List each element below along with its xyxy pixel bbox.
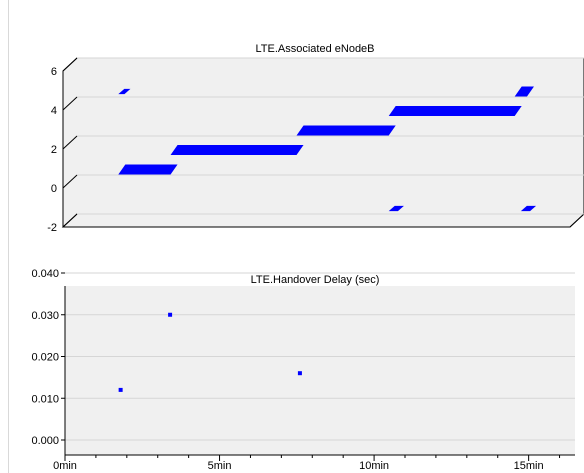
- tick-label: 10min: [359, 460, 389, 472]
- series-marks: [118, 86, 537, 212]
- chart-title: LTE.Associated eNodeB: [255, 43, 374, 55]
- tick-mark: [62, 213, 78, 228]
- tick-label: 2: [51, 144, 57, 156]
- tick-label: 0: [51, 183, 57, 195]
- grid: [65, 272, 575, 441]
- tick-label: 5min: [208, 460, 232, 472]
- tick-mark: [62, 174, 78, 189]
- data-band: [388, 205, 404, 212]
- tick-label: 6: [51, 66, 57, 78]
- tick-label: 15min: [514, 460, 544, 472]
- tick-label: -2: [47, 222, 57, 234]
- data-band: [388, 106, 522, 116]
- series-marks: [118, 312, 302, 392]
- data-band: [170, 145, 304, 155]
- tick-mark: [62, 135, 78, 150]
- tick-label: 0.040: [31, 268, 59, 280]
- data-band: [514, 86, 534, 97]
- grid: [77, 57, 584, 215]
- tick-label: 4: [51, 105, 57, 117]
- chart-title: LTE.Handover Delay (sec): [251, 274, 380, 286]
- tick-label: 0.020: [31, 352, 59, 364]
- tick-label: 0.030: [31, 310, 59, 322]
- tick-mark: [62, 96, 78, 111]
- window-edge: [8, 0, 9, 473]
- tick-label: 0.010: [31, 393, 59, 405]
- tick-mark: [62, 57, 78, 72]
- data-point: [168, 312, 173, 317]
- y-axis: 0.000 0.010 0.020 0.030 0.040: [31, 268, 66, 455]
- data-band: [118, 88, 131, 95]
- data-band: [520, 205, 537, 212]
- associated-enodeb-chart: LTE.Associated eNodeB -2 0 2 4 6: [47, 43, 584, 234]
- data-point: [297, 371, 302, 376]
- y-axis: -2 0 2 4 6: [47, 57, 78, 234]
- data-band: [118, 164, 178, 175]
- data-point: [118, 387, 123, 392]
- plot-area: [65, 286, 575, 455]
- x-axis: 0min 5min 10min 15min: [53, 454, 575, 472]
- data-band: [296, 125, 396, 136]
- tick-label: 0min: [53, 460, 77, 472]
- tick-label: 0.000: [31, 435, 59, 447]
